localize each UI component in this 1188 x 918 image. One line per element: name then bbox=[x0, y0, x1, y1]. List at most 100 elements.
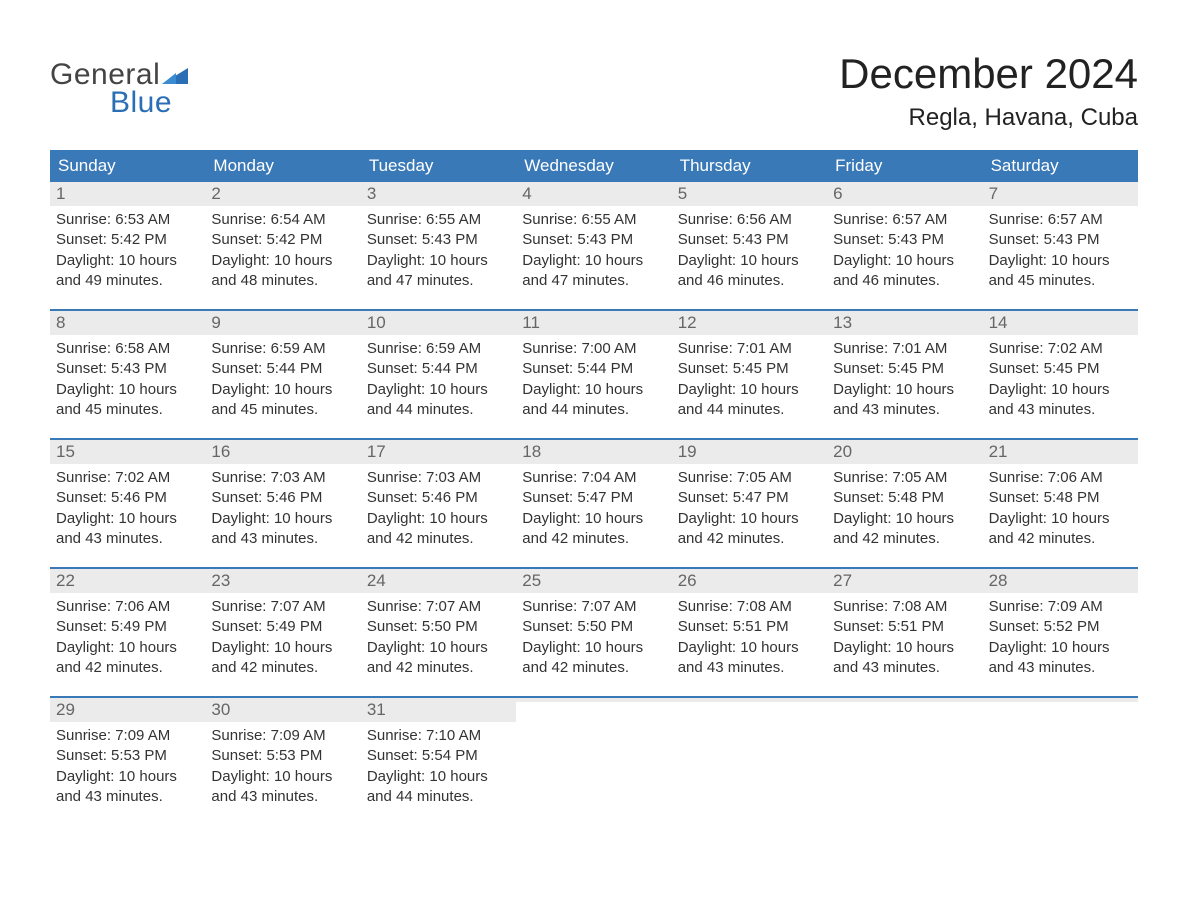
day-cell: 10Sunrise: 6:59 AMSunset: 5:44 PMDayligh… bbox=[361, 311, 516, 438]
sunset-line: Sunset: 5:46 PM bbox=[56, 488, 199, 508]
day-number-row: 28 bbox=[983, 569, 1138, 593]
day-cell bbox=[516, 698, 671, 825]
day-cell: 5Sunrise: 6:56 AMSunset: 5:43 PMDaylight… bbox=[672, 182, 827, 309]
calendar: Sunday Monday Tuesday Wednesday Thursday… bbox=[50, 150, 1138, 825]
day-body: Sunrise: 6:57 AMSunset: 5:43 PMDaylight:… bbox=[983, 206, 1138, 309]
sunset-line: Sunset: 5:50 PM bbox=[367, 617, 510, 637]
daylight-line: Daylight: 10 hours and 44 minutes. bbox=[367, 767, 510, 808]
day-cell bbox=[983, 698, 1138, 825]
day-number-row: 9 bbox=[205, 311, 360, 335]
day-body: Sunrise: 7:09 AMSunset: 5:52 PMDaylight:… bbox=[983, 593, 1138, 696]
sunrise-line: Sunrise: 6:55 AM bbox=[367, 210, 510, 230]
sunset-line: Sunset: 5:45 PM bbox=[989, 359, 1132, 379]
day-number: 20 bbox=[827, 440, 982, 464]
day-number-row: 14 bbox=[983, 311, 1138, 335]
day-cell: 1Sunrise: 6:53 AMSunset: 5:42 PMDaylight… bbox=[50, 182, 205, 309]
sunset-line: Sunset: 5:42 PM bbox=[56, 230, 199, 250]
day-cell: 29Sunrise: 7:09 AMSunset: 5:53 PMDayligh… bbox=[50, 698, 205, 825]
week-row: 22Sunrise: 7:06 AMSunset: 5:49 PMDayligh… bbox=[50, 567, 1138, 696]
title-block: December 2024 Regla, Havana, Cuba bbox=[839, 50, 1138, 132]
sunset-line: Sunset: 5:43 PM bbox=[833, 230, 976, 250]
day-body: Sunrise: 7:03 AMSunset: 5:46 PMDaylight:… bbox=[361, 464, 516, 567]
day-cell: 30Sunrise: 7:09 AMSunset: 5:53 PMDayligh… bbox=[205, 698, 360, 825]
day-number: 17 bbox=[361, 440, 516, 464]
day-cell: 6Sunrise: 6:57 AMSunset: 5:43 PMDaylight… bbox=[827, 182, 982, 309]
sunrise-line: Sunrise: 6:59 AM bbox=[211, 339, 354, 359]
daylight-line: Daylight: 10 hours and 42 minutes. bbox=[678, 509, 821, 550]
day-number-row: 11 bbox=[516, 311, 671, 335]
week-row: 1Sunrise: 6:53 AMSunset: 5:42 PMDaylight… bbox=[50, 182, 1138, 309]
day-number-row: 18 bbox=[516, 440, 671, 464]
day-number-row: 16 bbox=[205, 440, 360, 464]
day-number: 3 bbox=[361, 182, 516, 206]
day-body: Sunrise: 7:09 AMSunset: 5:53 PMDaylight:… bbox=[205, 722, 360, 825]
day-number-row: 2 bbox=[205, 182, 360, 206]
day-body: Sunrise: 7:02 AMSunset: 5:46 PMDaylight:… bbox=[50, 464, 205, 567]
day-cell: 19Sunrise: 7:05 AMSunset: 5:47 PMDayligh… bbox=[672, 440, 827, 567]
day-body bbox=[983, 702, 1138, 724]
day-number-row: 26 bbox=[672, 569, 827, 593]
day-number-row: 25 bbox=[516, 569, 671, 593]
sunrise-line: Sunrise: 7:08 AM bbox=[833, 597, 976, 617]
day-number-row: 1 bbox=[50, 182, 205, 206]
sunrise-line: Sunrise: 7:04 AM bbox=[522, 468, 665, 488]
sunrise-line: Sunrise: 6:58 AM bbox=[56, 339, 199, 359]
day-body: Sunrise: 7:08 AMSunset: 5:51 PMDaylight:… bbox=[827, 593, 982, 696]
sunset-line: Sunset: 5:54 PM bbox=[367, 746, 510, 766]
day-number-row: 30 bbox=[205, 698, 360, 722]
day-body: Sunrise: 7:00 AMSunset: 5:44 PMDaylight:… bbox=[516, 335, 671, 438]
day-body bbox=[516, 702, 671, 724]
daylight-line: Daylight: 10 hours and 43 minutes. bbox=[989, 380, 1132, 421]
sunrise-line: Sunrise: 7:09 AM bbox=[56, 726, 199, 746]
weekday-header: Wednesday bbox=[516, 150, 671, 182]
day-cell: 23Sunrise: 7:07 AMSunset: 5:49 PMDayligh… bbox=[205, 569, 360, 696]
sunset-line: Sunset: 5:47 PM bbox=[678, 488, 821, 508]
day-number: 6 bbox=[827, 182, 982, 206]
day-number-row: 24 bbox=[361, 569, 516, 593]
day-number-row: 13 bbox=[827, 311, 982, 335]
day-cell: 13Sunrise: 7:01 AMSunset: 5:45 PMDayligh… bbox=[827, 311, 982, 438]
day-number: 7 bbox=[983, 182, 1138, 206]
sunrise-line: Sunrise: 7:01 AM bbox=[678, 339, 821, 359]
sunset-line: Sunset: 5:42 PM bbox=[211, 230, 354, 250]
day-cell: 20Sunrise: 7:05 AMSunset: 5:48 PMDayligh… bbox=[827, 440, 982, 567]
day-cell: 9Sunrise: 6:59 AMSunset: 5:44 PMDaylight… bbox=[205, 311, 360, 438]
day-body: Sunrise: 7:06 AMSunset: 5:48 PMDaylight:… bbox=[983, 464, 1138, 567]
month-title: December 2024 bbox=[839, 50, 1138, 98]
sunset-line: Sunset: 5:44 PM bbox=[522, 359, 665, 379]
sunset-line: Sunset: 5:48 PM bbox=[833, 488, 976, 508]
sunrise-line: Sunrise: 7:09 AM bbox=[211, 726, 354, 746]
daylight-line: Daylight: 10 hours and 42 minutes. bbox=[522, 509, 665, 550]
day-body: Sunrise: 6:58 AMSunset: 5:43 PMDaylight:… bbox=[50, 335, 205, 438]
sunset-line: Sunset: 5:43 PM bbox=[522, 230, 665, 250]
sunrise-line: Sunrise: 7:08 AM bbox=[678, 597, 821, 617]
day-number-row: 7 bbox=[983, 182, 1138, 206]
day-body: Sunrise: 6:54 AMSunset: 5:42 PMDaylight:… bbox=[205, 206, 360, 309]
day-body: Sunrise: 6:57 AMSunset: 5:43 PMDaylight:… bbox=[827, 206, 982, 309]
sunrise-line: Sunrise: 6:59 AM bbox=[367, 339, 510, 359]
sunrise-line: Sunrise: 6:55 AM bbox=[522, 210, 665, 230]
sunset-line: Sunset: 5:43 PM bbox=[367, 230, 510, 250]
day-body: Sunrise: 6:59 AMSunset: 5:44 PMDaylight:… bbox=[361, 335, 516, 438]
daylight-line: Daylight: 10 hours and 43 minutes. bbox=[56, 767, 199, 808]
daylight-line: Daylight: 10 hours and 46 minutes. bbox=[833, 251, 976, 292]
sunset-line: Sunset: 5:43 PM bbox=[989, 230, 1132, 250]
sunset-line: Sunset: 5:44 PM bbox=[211, 359, 354, 379]
day-cell bbox=[827, 698, 982, 825]
daylight-line: Daylight: 10 hours and 43 minutes. bbox=[56, 509, 199, 550]
sunrise-line: Sunrise: 7:10 AM bbox=[367, 726, 510, 746]
day-cell: 3Sunrise: 6:55 AMSunset: 5:43 PMDaylight… bbox=[361, 182, 516, 309]
day-number: 16 bbox=[205, 440, 360, 464]
sunrise-line: Sunrise: 7:05 AM bbox=[678, 468, 821, 488]
daylight-line: Daylight: 10 hours and 42 minutes. bbox=[833, 509, 976, 550]
day-number: 12 bbox=[672, 311, 827, 335]
day-body: Sunrise: 7:02 AMSunset: 5:45 PMDaylight:… bbox=[983, 335, 1138, 438]
day-number: 11 bbox=[516, 311, 671, 335]
day-number-row: 22 bbox=[50, 569, 205, 593]
sunset-line: Sunset: 5:43 PM bbox=[56, 359, 199, 379]
day-number: 22 bbox=[50, 569, 205, 593]
day-body: Sunrise: 7:07 AMSunset: 5:50 PMDaylight:… bbox=[516, 593, 671, 696]
day-number-row: 10 bbox=[361, 311, 516, 335]
day-cell: 17Sunrise: 7:03 AMSunset: 5:46 PMDayligh… bbox=[361, 440, 516, 567]
logo: General Blue bbox=[50, 58, 188, 120]
